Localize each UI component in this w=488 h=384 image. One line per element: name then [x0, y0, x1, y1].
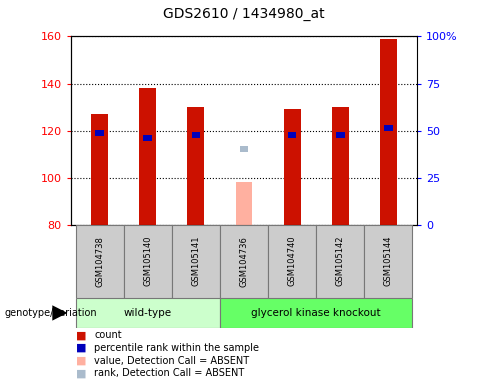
Bar — [220, 225, 268, 298]
Text: GSM104736: GSM104736 — [240, 236, 248, 286]
Bar — [332, 107, 348, 225]
Text: count: count — [94, 330, 122, 340]
Bar — [365, 225, 412, 298]
Bar — [76, 225, 123, 298]
Text: GDS2610 / 1434980_at: GDS2610 / 1434980_at — [163, 7, 325, 21]
Text: ■: ■ — [76, 356, 86, 366]
Text: ■: ■ — [76, 330, 86, 340]
Bar — [336, 132, 345, 138]
Bar — [316, 225, 365, 298]
Text: wild-type: wild-type — [123, 308, 172, 318]
Text: value, Detection Call = ABSENT: value, Detection Call = ABSENT — [94, 356, 249, 366]
Bar — [241, 146, 247, 152]
Bar — [95, 130, 104, 136]
Text: ■: ■ — [76, 368, 86, 378]
Bar — [123, 225, 172, 298]
Bar — [192, 132, 200, 138]
Bar — [143, 135, 152, 141]
Bar — [384, 125, 393, 131]
Bar — [172, 225, 220, 298]
Bar — [236, 182, 252, 225]
Text: GSM105140: GSM105140 — [143, 236, 152, 286]
Text: GSM105141: GSM105141 — [191, 236, 201, 286]
Text: GSM104738: GSM104738 — [95, 236, 104, 286]
Text: genotype/variation: genotype/variation — [5, 308, 98, 318]
Text: ■: ■ — [76, 343, 86, 353]
Text: GSM104740: GSM104740 — [287, 236, 297, 286]
Bar — [380, 39, 397, 225]
Text: GSM105142: GSM105142 — [336, 236, 345, 286]
Text: glycerol kinase knockout: glycerol kinase knockout — [251, 308, 381, 318]
Polygon shape — [52, 305, 67, 321]
Bar — [76, 298, 220, 328]
Bar — [187, 107, 204, 225]
Bar — [220, 298, 412, 328]
Bar — [284, 109, 301, 225]
Bar — [140, 88, 156, 225]
Bar — [91, 114, 108, 225]
Text: GSM105144: GSM105144 — [384, 236, 393, 286]
Bar — [288, 132, 296, 138]
Text: rank, Detection Call = ABSENT: rank, Detection Call = ABSENT — [94, 368, 244, 378]
Bar — [268, 225, 316, 298]
Text: percentile rank within the sample: percentile rank within the sample — [94, 343, 259, 353]
